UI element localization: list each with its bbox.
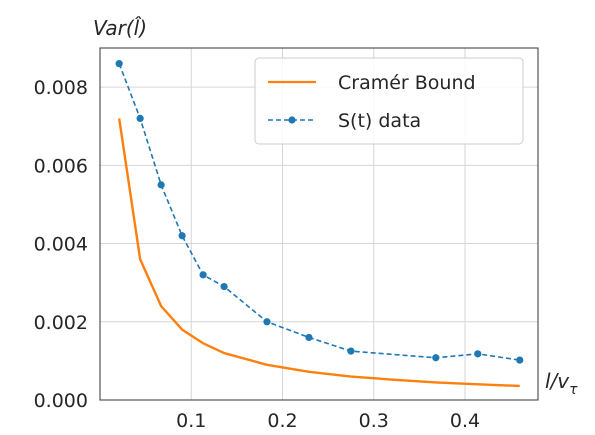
data-point-s-t-data <box>157 181 165 189</box>
y-tick-label: 0.008 <box>34 77 88 99</box>
tick-labels: 0.1 0.2 0.3 0.4 0.000 0.002 0.004 0.006 0.008 <box>34 77 481 432</box>
x-tick-label: 0.1 <box>176 410 206 432</box>
data-point-s-t-data <box>136 114 144 122</box>
data-point-s-t-data <box>220 282 228 291</box>
data-point-s-t-data <box>263 318 271 326</box>
data-point-s-t-data <box>115 60 123 68</box>
data-point-s-t-data <box>305 333 313 342</box>
y-tick-label: 0.004 <box>34 234 88 256</box>
legend: Cramér Bound S(t) data <box>254 57 524 145</box>
y-tick-label: 0.006 <box>34 155 88 177</box>
data-point-s-t-data <box>199 271 207 279</box>
plot-series <box>115 60 524 388</box>
data-point-s-t-data <box>474 350 482 358</box>
legend-box <box>254 57 524 145</box>
data-point-s-t-data <box>347 347 355 355</box>
y-axis-label: Var(l̂) <box>93 16 147 40</box>
y-tick-label: 0.000 <box>34 390 88 412</box>
legend-marker-st-data <box>288 116 296 124</box>
x-axis-label: l/vτ <box>545 369 578 398</box>
series-line-cram-r-bound <box>117 118 520 388</box>
data-point-s-t-data <box>178 232 186 240</box>
plot-area-frame <box>99 47 539 401</box>
x-tick-label: 0.3 <box>359 410 389 432</box>
legend-label-st-data: S(t) data <box>338 110 421 132</box>
x-axis-label-main: l/v <box>545 369 570 393</box>
data-point-s-t-data <box>432 354 440 362</box>
x-tick-label: 0.4 <box>450 410 480 432</box>
series-line-s-t-data <box>118 63 520 361</box>
data-point-s-t-data <box>516 356 524 364</box>
legend-label-cramer-bound: Cramér Bound <box>338 72 476 94</box>
y-tick-label: 0.002 <box>34 312 88 334</box>
x-axis-label-subscript: τ <box>569 382 578 398</box>
x-tick-label: 0.2 <box>267 410 297 432</box>
